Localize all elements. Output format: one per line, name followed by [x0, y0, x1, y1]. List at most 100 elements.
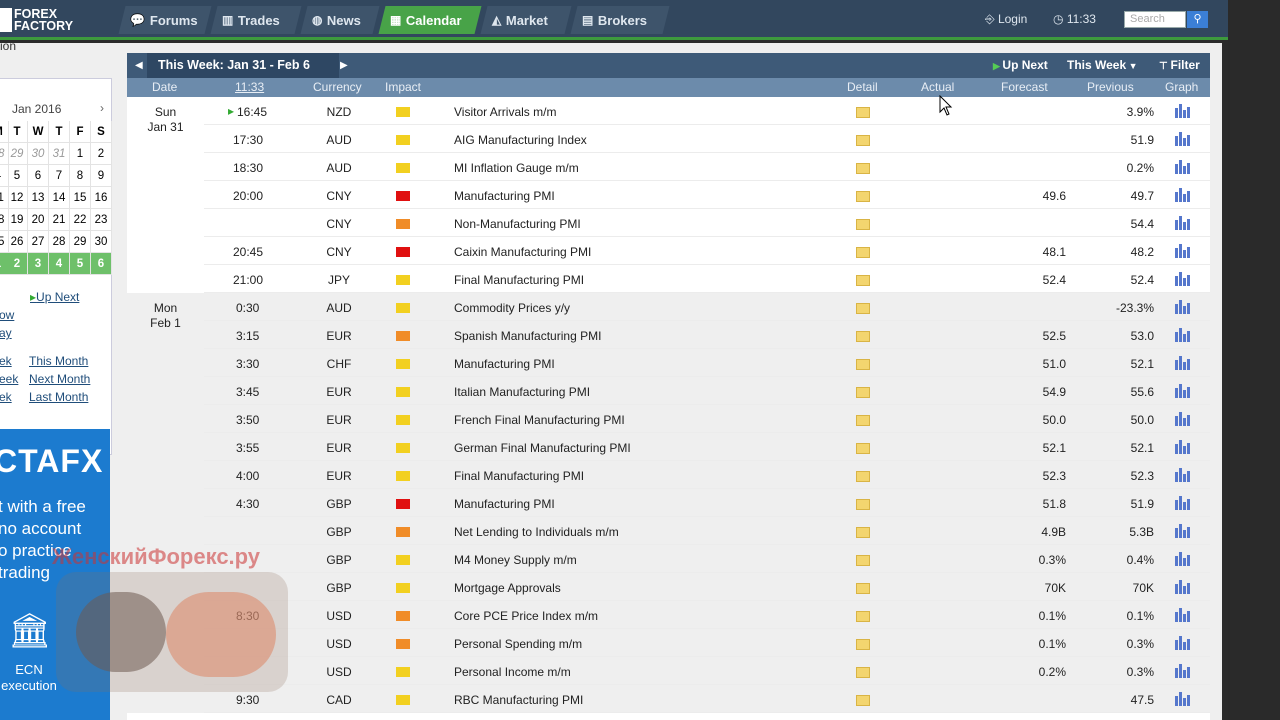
graph-icon[interactable]: [1174, 580, 1190, 594]
calendar-day[interactable]: 29: [7, 143, 28, 165]
sidebar-link-this-month[interactable]: This Month: [29, 354, 89, 368]
sidebar-link-fragment[interactable]: eek: [0, 372, 19, 386]
event-row[interactable]: 4:30 GBP Manufacturing PMI 51.8 51.9: [127, 489, 1210, 517]
event-title[interactable]: AIG Manufacturing Index: [454, 133, 587, 147]
detail-folder-icon[interactable]: [856, 611, 870, 622]
calendar-day[interactable]: 14: [49, 187, 70, 209]
event-row[interactable]: 3:55 EUR German Final Manufacturing PMI 52.…: [127, 433, 1210, 461]
calendar-day[interactable]: 29: [70, 231, 91, 253]
calendar-day[interactable]: 25: [0, 231, 9, 253]
event-row[interactable]: 20:00 CNY Manufacturing PMI 49.6 49.7: [127, 181, 1210, 209]
calendar-day[interactable]: 4: [49, 253, 70, 275]
graph-icon[interactable]: [1174, 692, 1190, 706]
graph-icon[interactable]: [1174, 132, 1190, 146]
detail-folder-icon[interactable]: [856, 415, 870, 426]
detail-folder-icon[interactable]: [856, 247, 870, 258]
event-row[interactable]: GBP M4 Money Supply m/m 0.3% 0.4%: [127, 545, 1210, 573]
detail-folder-icon[interactable]: [856, 191, 870, 202]
graph-icon[interactable]: [1174, 468, 1190, 482]
nav-tab-news[interactable]: ◍ News: [300, 6, 380, 34]
impact-medium-icon[interactable]: [396, 527, 410, 537]
event-row[interactable]: 9:30 CAD RBC Manufacturing PMI 47.5: [127, 685, 1210, 713]
graph-icon[interactable]: [1174, 328, 1190, 342]
calendar-day[interactable]: 28: [49, 231, 70, 253]
calendar-day[interactable]: 6: [91, 253, 112, 275]
graph-icon[interactable]: [1174, 216, 1190, 230]
detail-folder-icon[interactable]: [856, 303, 870, 314]
event-title[interactable]: Personal Income m/m: [454, 665, 571, 679]
event-row[interactable]: 4:00 EUR Final Manufacturing PMI 52.3 52.3: [127, 461, 1210, 489]
impact-low-icon[interactable]: [396, 135, 410, 145]
nav-tab-forums[interactable]: 💬 Forums: [118, 6, 212, 34]
prev-week-icon[interactable]: ◀: [135, 60, 143, 71]
impact-low-icon[interactable]: [396, 303, 410, 313]
calendar-day[interactable]: 30: [91, 231, 112, 253]
event-title[interactable]: MI Inflation Gauge m/m: [454, 161, 579, 175]
calendar-day[interactable]: 16: [91, 187, 112, 209]
event-row[interactable]: 21:00 JPY Final Manufacturing PMI 52.4 52.4: [127, 265, 1210, 293]
calendar-day[interactable]: 23: [91, 209, 112, 231]
impact-low-icon[interactable]: [396, 555, 410, 565]
event-row[interactable]: GBP Net Lending to Individuals m/m 4.9B 5.3…: [127, 517, 1210, 545]
graph-icon[interactable]: [1174, 244, 1190, 258]
impact-high-icon[interactable]: [396, 191, 410, 201]
event-title[interactable]: Commodity Prices y/y: [454, 301, 571, 315]
sidebar-link-fragment-2[interactable]: ay: [0, 326, 12, 340]
impact-low-icon[interactable]: [396, 415, 410, 425]
impact-low-icon[interactable]: [396, 387, 410, 397]
detail-folder-icon[interactable]: [856, 667, 870, 678]
search-button[interactable]: ⚲: [1187, 11, 1208, 28]
impact-medium-icon[interactable]: [396, 639, 410, 649]
event-row[interactable]: ▸ 16:45 NZD Visitor Arrivals m/m 3.9%: [127, 97, 1210, 125]
calendar-next-icon[interactable]: ›: [100, 101, 104, 115]
up-next-button[interactable]: ▶ Up Next: [993, 58, 1048, 72]
event-title[interactable]: Non-Manufacturing PMI: [454, 217, 581, 231]
event-title[interactable]: French Final Manufacturing PMI: [454, 413, 625, 427]
event-title[interactable]: Visitor Arrivals m/m: [454, 105, 557, 119]
sidebar-up-next-link[interactable]: ▸Up Next: [30, 290, 80, 304]
impact-low-icon[interactable]: [396, 667, 410, 677]
calendar-day[interactable]: 11: [0, 187, 9, 209]
event-title[interactable]: Mortgage Approvals: [454, 581, 561, 595]
site-logo[interactable]: FOREX FACTORY: [0, 8, 73, 32]
calendar-day[interactable]: 27: [28, 231, 49, 253]
detail-folder-icon[interactable]: [856, 499, 870, 510]
detail-folder-icon[interactable]: [856, 387, 870, 398]
graph-icon[interactable]: [1174, 104, 1190, 118]
calendar-day[interactable]: 15: [70, 187, 91, 209]
graph-icon[interactable]: [1174, 524, 1190, 538]
calendar-day[interactable]: 20: [28, 209, 49, 231]
nav-tab-trades[interactable]: ▥ Trades: [210, 6, 302, 34]
event-title[interactable]: Personal Spending m/m: [454, 637, 583, 651]
graph-icon[interactable]: [1174, 272, 1190, 286]
event-title[interactable]: RBC Manufacturing PMI: [454, 693, 584, 707]
event-title[interactable]: Caixin Manufacturing PMI: [454, 245, 592, 259]
search-input[interactable]: Search: [1124, 11, 1186, 28]
calendar-day[interactable]: 31: [49, 143, 70, 165]
detail-folder-icon[interactable]: [856, 219, 870, 230]
event-row[interactable]: 3:30 CHF Manufacturing PMI 51.0 52.1: [127, 349, 1210, 377]
impact-medium-icon[interactable]: [396, 219, 410, 229]
graph-icon[interactable]: [1174, 440, 1190, 454]
calendar-day[interactable]: 13: [28, 187, 49, 209]
impact-low-icon[interactable]: [396, 471, 410, 481]
detail-folder-icon[interactable]: [856, 695, 870, 706]
calendar-day[interactable]: 1: [70, 143, 91, 165]
event-row[interactable]: USD Personal Spending m/m 0.1% 0.3%: [127, 629, 1210, 657]
graph-icon[interactable]: [1174, 188, 1190, 202]
detail-folder-icon[interactable]: [856, 471, 870, 482]
impact-low-icon[interactable]: [396, 695, 410, 705]
event-title[interactable]: M4 Money Supply m/m: [454, 553, 577, 567]
calendar-day[interactable]: 12: [7, 187, 28, 209]
event-row[interactable]: 8:30USDCore PCE Price Index m/m0.1%0.1%: [127, 601, 1210, 629]
login-link[interactable]: ⎆ Login: [985, 12, 1027, 27]
sidebar-link-fragment-1[interactable]: ow: [0, 308, 15, 322]
calendar-day[interactable]: 8: [70, 165, 91, 187]
impact-low-icon[interactable]: [396, 443, 410, 453]
detail-folder-icon[interactable]: [856, 331, 870, 342]
event-title[interactable]: Final Manufacturing PMI: [454, 469, 585, 483]
this-week-dropdown[interactable]: This Week ▼: [1067, 58, 1138, 72]
graph-icon[interactable]: [1174, 356, 1190, 370]
detail-folder-icon[interactable]: [856, 555, 870, 566]
detail-folder-icon[interactable]: [856, 359, 870, 370]
